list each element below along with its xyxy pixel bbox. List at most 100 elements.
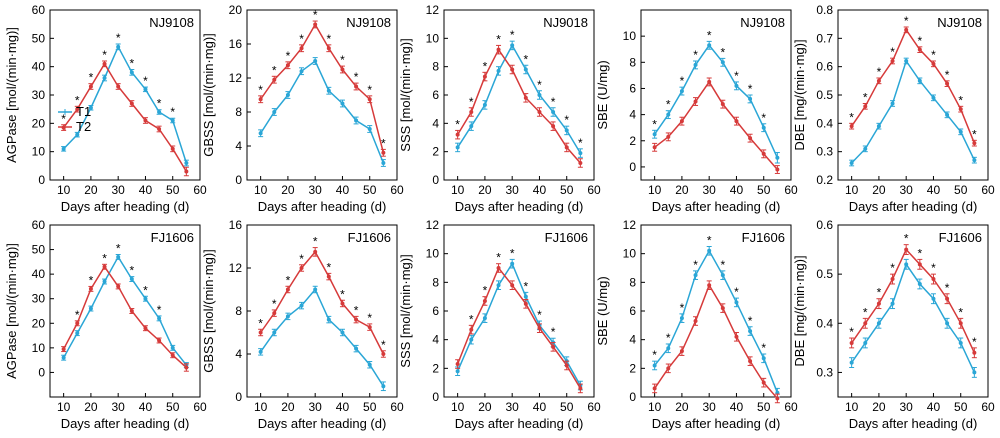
data-point xyxy=(143,87,148,92)
chart-panel: 0.3 0.4 0.5 0.6 10 20 30 40 50 60 DBE [mg/(min·mg)… xyxy=(792,218,995,431)
significance-star: * xyxy=(537,78,542,92)
data-point xyxy=(849,340,854,345)
y-tick-label: 8 xyxy=(235,304,242,318)
y-axis-label: AGPase [mol/(min·mg)] xyxy=(4,27,19,163)
significance-star: * xyxy=(761,341,766,355)
data-point xyxy=(931,61,936,66)
y-tick-label: 4 xyxy=(432,116,439,130)
data-point xyxy=(945,321,950,326)
x-axis-label: Days after heading (d) xyxy=(849,199,978,214)
data-point xyxy=(354,346,359,351)
x-tick-label: 50 xyxy=(757,400,771,414)
data-point xyxy=(958,340,963,345)
data-point xyxy=(849,161,854,165)
x-axis-label: Days after heading (d) xyxy=(258,199,387,214)
y-tick-label: 0.4 xyxy=(816,116,833,130)
x-tick-label: 10 xyxy=(648,400,662,414)
significance-star: * xyxy=(693,48,698,62)
data-point xyxy=(455,369,460,374)
data-point xyxy=(469,337,474,342)
plot-frame xyxy=(443,9,595,181)
y-tick-label: 0.5 xyxy=(816,267,833,281)
significance-star: * xyxy=(496,251,501,265)
data-point xyxy=(170,345,175,350)
data-point xyxy=(313,287,318,292)
data-point xyxy=(537,326,542,331)
series-line xyxy=(457,43,582,154)
significance-star: * xyxy=(89,71,94,85)
x-tick-label: 60 xyxy=(587,400,601,414)
data-point xyxy=(863,340,868,345)
x-tick-label: 10 xyxy=(845,183,859,197)
y-tick-label: 0.5 xyxy=(816,88,833,102)
y-tick-label: 8 xyxy=(235,105,242,119)
y-tick-label: 4 xyxy=(432,333,439,347)
significance-star: * xyxy=(523,52,528,66)
data-point xyxy=(863,104,868,109)
y-axis-label: SBE (U/mg) xyxy=(595,276,610,345)
data-point xyxy=(75,321,80,326)
data-point xyxy=(945,296,950,301)
data-point xyxy=(510,261,515,266)
data-point xyxy=(720,60,725,65)
significance-star: * xyxy=(258,83,263,97)
y-axis-label: SSS [mol/(min·mg)] xyxy=(398,38,413,151)
y-axis-label: GBSS [mol/(min·mg)] xyxy=(201,249,216,373)
significance-star: * xyxy=(748,314,753,328)
series-line xyxy=(654,80,778,171)
x-tick-label: 50 xyxy=(363,183,377,197)
x-tick-label: 40 xyxy=(336,400,350,414)
y-tick-label: 0 xyxy=(432,390,439,404)
data-point xyxy=(693,99,698,104)
x-axis-label: Days after heading (d) xyxy=(61,199,190,214)
data-point xyxy=(551,344,556,349)
y-tick-label: 0 xyxy=(235,173,242,187)
data-point xyxy=(340,101,345,106)
data-point xyxy=(482,74,487,79)
y-tick-label: 10 xyxy=(623,29,637,43)
significance-star: * xyxy=(286,273,291,287)
y-tick-label: 60 xyxy=(32,3,46,17)
x-tick-label: 60 xyxy=(981,183,995,197)
data-point xyxy=(564,145,569,150)
chart-panel: 0.2 0.3 0.4 0.5 0.6 0.7 0.8 10 20 30 40 50 60 DBE [mg… xyxy=(792,3,995,214)
series-line xyxy=(260,288,384,387)
significance-star: * xyxy=(326,32,331,46)
legend-label: T1 xyxy=(76,104,91,119)
y-tick-label: 20 xyxy=(229,3,243,17)
data-point xyxy=(775,155,780,160)
significance-star: * xyxy=(958,93,963,107)
x-tick-label: 50 xyxy=(757,183,771,197)
y-tick-label: 12 xyxy=(426,3,440,17)
significance-star: * xyxy=(652,117,657,131)
data-point xyxy=(510,43,515,48)
significance-star: * xyxy=(537,308,542,322)
significance-star: * xyxy=(102,48,107,62)
data-point xyxy=(863,321,868,326)
y-tick-label: 4 xyxy=(629,108,636,122)
data-point xyxy=(455,132,460,137)
data-point xyxy=(496,283,501,288)
significance-star: * xyxy=(877,286,882,300)
x-tick-label: 30 xyxy=(506,400,520,414)
panel-title: NJ9108 xyxy=(937,15,982,30)
data-point xyxy=(469,327,474,332)
x-tick-label: 20 xyxy=(84,183,98,197)
x-tick-label: 30 xyxy=(703,183,717,197)
plot-frame xyxy=(837,224,989,398)
panel-title: NJ9018 xyxy=(543,15,588,30)
data-point xyxy=(761,356,766,361)
significance-star: * xyxy=(904,14,909,28)
significance-star: * xyxy=(258,316,263,330)
data-point xyxy=(354,118,359,123)
significance-star: * xyxy=(734,69,739,83)
x-tick-label: 50 xyxy=(954,183,968,197)
significance-star: * xyxy=(680,74,685,88)
x-axis-label: Days after heading (d) xyxy=(455,199,584,214)
significance-star: * xyxy=(367,311,372,325)
data-point xyxy=(381,161,386,165)
data-point xyxy=(876,301,881,306)
data-point xyxy=(904,59,909,63)
legend-label: T2 xyxy=(76,119,91,134)
data-point xyxy=(61,146,66,151)
